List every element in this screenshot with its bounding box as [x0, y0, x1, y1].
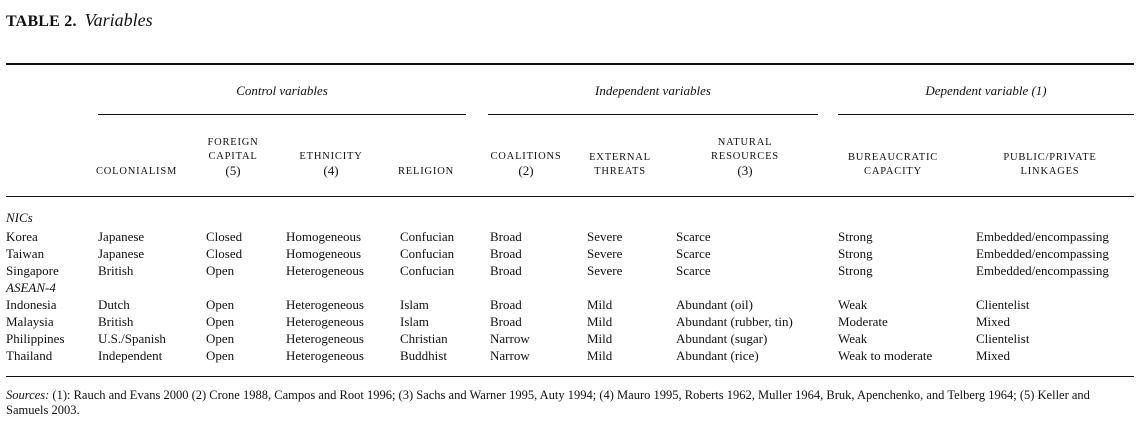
cell-coalitions: Broad: [490, 246, 522, 261]
col-public-private: PUBLIC/PRIVATE LINKAGES: [1003, 152, 1097, 177]
cell-ethnicity: Heterogeneous: [286, 331, 364, 346]
cell-bureaucratic-capacity: Moderate: [838, 314, 888, 329]
cell-public-private-linkages: Embedded/encompassing: [976, 246, 1109, 261]
cell-bureaucratic-capacity: Strong: [838, 229, 873, 244]
cell-ethnicity: Heterogeneous: [286, 348, 364, 363]
cell-country: Korea: [6, 229, 38, 244]
cell-bureaucratic-capacity: Strong: [838, 246, 873, 261]
cell-bureaucratic-capacity: Weak: [838, 331, 868, 346]
cell-coalitions: Narrow: [490, 348, 530, 363]
cell-natural-resources: Abundant (sugar): [676, 331, 768, 346]
col-external-threats: EXTERNAL THREATS: [589, 152, 651, 177]
bottom-rule: [6, 376, 1134, 377]
cell-natural-resources: Abundant (oil): [676, 297, 753, 312]
cell-religion: Islam: [400, 314, 429, 329]
cell-colonialism: Independent: [98, 348, 163, 363]
cell-country: Taiwan: [6, 246, 45, 261]
cell-colonialism: British: [98, 263, 134, 278]
cell-ethnicity: Heterogeneous: [286, 297, 364, 312]
cell-foreign-capital: Closed: [206, 246, 243, 261]
cell-colonialism: Japanese: [98, 229, 145, 244]
header-rule: [6, 196, 1134, 197]
cell-public-private-linkages: Clientelist: [976, 331, 1030, 346]
cell-bureaucratic-capacity: Weak: [838, 297, 868, 312]
cell-public-private-linkages: Embedded/encompassing: [976, 229, 1109, 244]
cell-country: Thailand: [6, 348, 53, 363]
col-ethnicity: ETHNICITY (4): [299, 151, 363, 178]
cell-natural-resources: Scarce: [676, 246, 711, 261]
cell-foreign-capital: Open: [206, 297, 235, 312]
cell-foreign-capital: Open: [206, 314, 235, 329]
cell-external-threats: Severe: [587, 263, 623, 278]
cell-public-private-linkages: Mixed: [976, 348, 1010, 363]
top-rule: [6, 63, 1134, 65]
cell-religion: Confucian: [400, 229, 455, 244]
cell-foreign-capital: Closed: [206, 229, 243, 244]
cell-religion: Islam: [400, 297, 429, 312]
col-foreign-capital: FOREIGN CAPITAL (5): [207, 137, 259, 178]
cell-external-threats: Mild: [587, 297, 613, 312]
group-control: Control variables: [236, 83, 328, 98]
col-natural-resources: NATURAL RESOURCES (3): [711, 137, 779, 178]
table-label: TABLE 2.: [6, 13, 77, 30]
cell-foreign-capital: Open: [206, 348, 235, 363]
cell-external-threats: Mild: [587, 348, 613, 363]
cell-ethnicity: Heterogeneous: [286, 314, 364, 329]
cell-country: Malaysia: [6, 314, 54, 329]
cell-ethnicity: Homogeneous: [286, 229, 362, 244]
cell-public-private-linkages: Mixed: [976, 314, 1010, 329]
cell-religion: Buddhist: [400, 348, 447, 363]
sources-text: (1): Rauch and Evans 2000 (2) Crone 1988…: [6, 388, 1090, 417]
sources-note: Sources: (1): Rauch and Evans 2000 (2) C…: [6, 388, 1131, 418]
cell-natural-resources: Abundant (rice): [676, 348, 759, 363]
cell-natural-resources: Scarce: [676, 229, 711, 244]
cell-ethnicity: Homogeneous: [286, 246, 362, 261]
cell-foreign-capital: Open: [206, 263, 235, 278]
table-caption: TABLE 2. Variables: [6, 10, 153, 31]
cell-natural-resources: Scarce: [676, 263, 711, 278]
cell-public-private-linkages: Clientelist: [976, 297, 1030, 312]
cell-colonialism: Dutch: [98, 297, 130, 312]
cell-natural-resources: Abundant (rubber, tin): [676, 314, 793, 329]
cell-external-threats: Severe: [587, 229, 623, 244]
cell-colonialism: U.S./Spanish: [98, 331, 166, 346]
cell-external-threats: Mild: [587, 314, 613, 329]
cell-external-threats: Severe: [587, 246, 623, 261]
cell-country: Singapore: [6, 263, 59, 278]
cell-country: Philippines: [6, 331, 65, 346]
col-religion: RELIGION: [398, 166, 454, 177]
section-asean: ASEAN-4: [6, 280, 56, 295]
group-dependent-rule: [838, 114, 1134, 115]
cell-colonialism: Japanese: [98, 246, 145, 261]
col-bureaucratic-capacity: BUREAUCRATIC CAPACITY: [847, 152, 939, 177]
cell-bureaucratic-capacity: Weak to moderate: [838, 348, 933, 363]
cell-ethnicity: Heterogeneous: [286, 263, 364, 278]
group-independent: Independent variables: [595, 83, 711, 98]
group-control-rule: [98, 114, 466, 115]
cell-coalitions: Narrow: [490, 331, 530, 346]
cell-coalitions: Broad: [490, 263, 522, 278]
cell-colonialism: British: [98, 314, 134, 329]
sources-lead: Sources:: [6, 388, 50, 402]
group-dependent: Dependent variable (1): [925, 83, 1047, 98]
table-name: Variables: [84, 10, 153, 30]
cell-religion: Confucian: [400, 263, 455, 278]
cell-religion: Christian: [400, 331, 448, 346]
cell-coalitions: Broad: [490, 314, 522, 329]
cell-coalitions: Broad: [490, 297, 522, 312]
col-coalitions: COALITIONS (2): [490, 151, 562, 178]
section-nics: NICs: [6, 210, 33, 225]
cell-public-private-linkages: Embedded/encompassing: [976, 263, 1109, 278]
cell-external-threats: Mild: [587, 331, 613, 346]
group-independent-rule: [488, 114, 818, 115]
cell-religion: Confucian: [400, 246, 455, 261]
cell-bureaucratic-capacity: Strong: [838, 263, 873, 278]
col-colonialism: COLONIALISM: [96, 166, 178, 177]
cell-foreign-capital: Open: [206, 331, 235, 346]
cell-country: Indonesia: [6, 297, 57, 312]
cell-coalitions: Broad: [490, 229, 522, 244]
